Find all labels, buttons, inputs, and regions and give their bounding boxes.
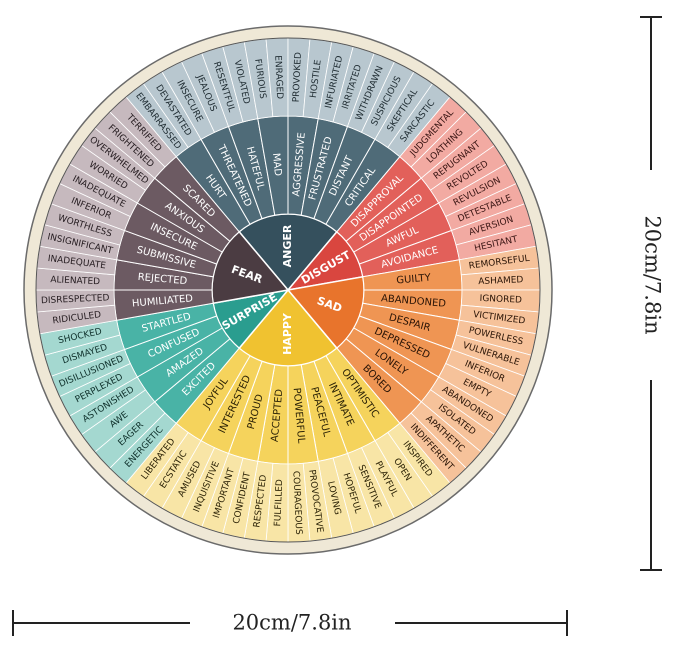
core-label: ANGER: [281, 224, 294, 267]
wheel-outline: [35, 37, 541, 543]
word-label: ASHAMED: [478, 275, 524, 287]
feeling-label: POWERFUL: [291, 387, 307, 444]
word-label: ENRAGED: [272, 55, 284, 99]
height-label: 20cm/7.8in: [641, 215, 665, 334]
feeling-label: ACCEPTED: [270, 388, 286, 442]
height-dimension: 20cm/7.8in: [640, 16, 665, 571]
word-label: COURAGEOUS: [290, 471, 303, 536]
feeling-label: HUMILIATED: [132, 293, 194, 309]
width-dimension: 20cm/7.8in: [12, 610, 568, 636]
word-label: PROVOKED: [292, 52, 304, 103]
feeling-label: GUILTY: [396, 272, 432, 286]
feelings-wheel: ANGERHURTEMBARRASSEDDEVASTATEDTHREATENED…: [35, 37, 541, 543]
feeling-label: REJECTED: [137, 272, 188, 287]
feeling-label: MAD: [270, 153, 283, 177]
word-label: FULFILLED: [273, 479, 285, 527]
word-label: ALIENATED: [50, 275, 100, 287]
width-label: 20cm/7.8in: [232, 611, 351, 635]
word-label: IGNORED: [479, 294, 522, 306]
word-label: DISRESPECTED: [41, 293, 110, 306]
core-label: HAPPY: [281, 312, 294, 355]
